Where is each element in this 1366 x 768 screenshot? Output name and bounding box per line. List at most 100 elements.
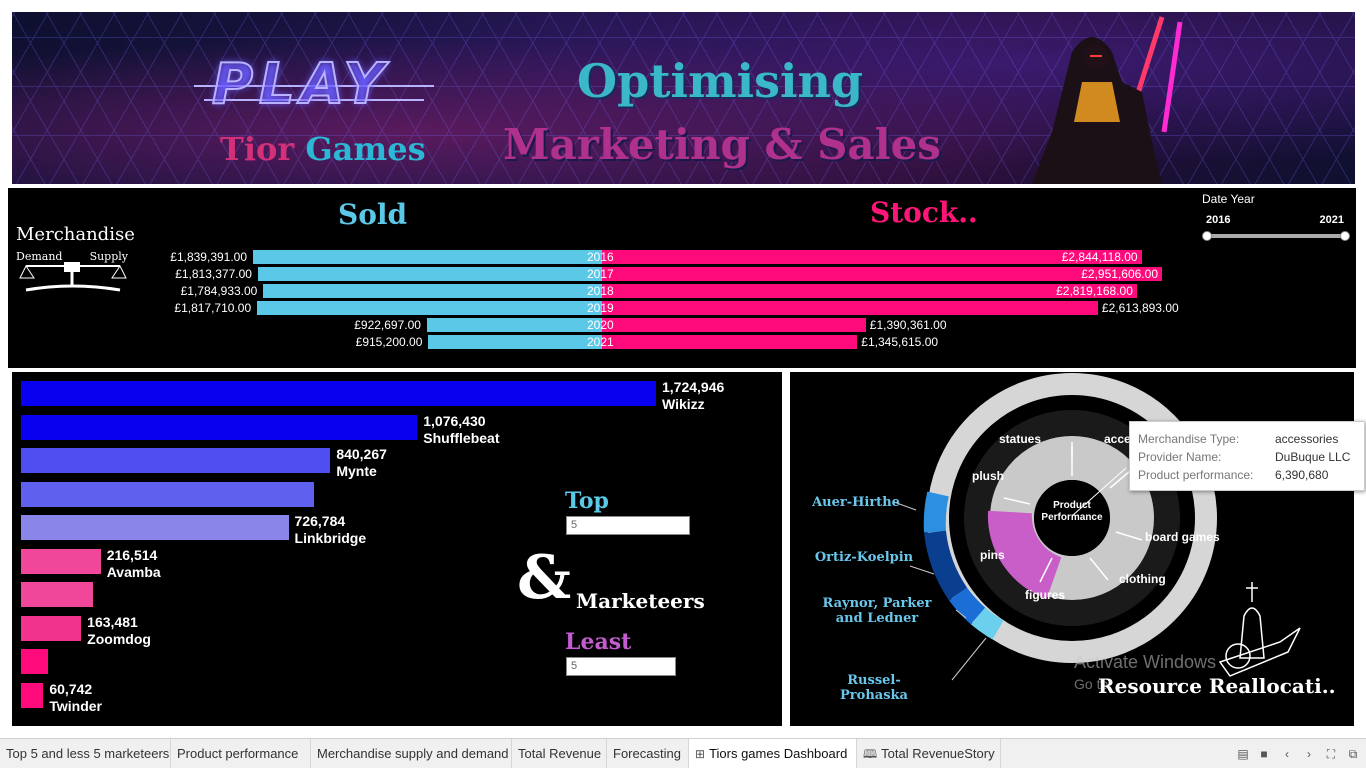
activate-windows-watermark: Activate Windows [1074, 652, 1217, 672]
sold-bar[interactable] [426, 318, 602, 332]
supply-label: Supply [89, 250, 128, 263]
category-clothing: clothing [1119, 572, 1166, 586]
year-label: 2021 [587, 335, 614, 349]
marketeer-bar[interactable] [21, 448, 331, 473]
stock-value-label: £1,345,615.00 [861, 335, 939, 349]
year-label: 2017 [587, 267, 614, 281]
marketeer-bar[interactable] [21, 481, 314, 507]
product-performance-panel: Product Performance statues acce plush b… [790, 372, 1354, 726]
previous-sheet-icon[interactable]: ‹ [1285, 747, 1289, 761]
stock-bar[interactable] [602, 335, 858, 349]
tab-forecasting[interactable]: Forecasting [607, 739, 689, 768]
sold-value-label: £1,813,377.00 [175, 267, 252, 281]
category-accessories: acce [1104, 432, 1131, 446]
logo-play: PLAY [211, 51, 391, 118]
sold-bar[interactable] [257, 301, 602, 315]
marketeer-value-label: 216,514 [106, 546, 158, 563]
donut-center-label: Product Performance [1041, 500, 1103, 523]
top-n-input[interactable]: 5 [566, 516, 690, 535]
tooltip: Merchandise Type: accessories Provider Na… [1129, 421, 1365, 491]
next-sheet-icon[interactable]: › [1307, 747, 1311, 761]
stock-header: Stock.. [870, 196, 978, 229]
year-label: 2016 [587, 250, 614, 264]
sold-bar[interactable] [263, 284, 602, 298]
provider-segment-auer-hirthe[interactable] [923, 491, 949, 533]
stock-bar[interactable] [602, 250, 1142, 264]
sheet-tabs-bar: Top 5 and less 5 marketeers Product perf… [0, 738, 1366, 768]
provider-segment-raynor[interactable] [949, 587, 986, 625]
date-year-slider[interactable] [1202, 231, 1350, 241]
marketeer-bar[interactable] [21, 515, 289, 540]
stock-bar[interactable] [602, 318, 866, 332]
marketeer-bar[interactable] [21, 414, 418, 440]
presentation-mode-icon[interactable]: ⛶ [1326, 747, 1336, 761]
stock-bar[interactable] [602, 267, 1162, 281]
marketeer-bar[interactable] [21, 649, 49, 674]
tooltip-value: accessories [1275, 432, 1339, 446]
chess-pieces-icon [1218, 582, 1301, 677]
marketeer-bar[interactable] [21, 615, 82, 641]
provider-leader-lines [893, 501, 987, 681]
sold-bar[interactable] [253, 250, 602, 264]
marketeer-value-label: 163,481 [87, 613, 138, 630]
sold-bar[interactable] [428, 335, 602, 349]
stock-bar[interactable] [602, 284, 1137, 298]
marketeer-bar[interactable] [21, 381, 656, 406]
stock-value-label: £1,390,361.00 [869, 318, 947, 332]
activate-windows-subtext: Go to [1074, 676, 1109, 692]
tab-merchandise-supply-demand[interactable]: Merchandise supply and demand [311, 739, 512, 768]
provider-segment-ortiz-koelpin[interactable] [924, 530, 968, 601]
marketeer-name-label: Wikizz [662, 396, 705, 412]
marketeer-name-label: Linkbridge [294, 530, 367, 546]
logo-tior: Tior [220, 130, 295, 168]
provider-raynor-parker-ledner: Raynor, Parker and Ledner [822, 596, 932, 626]
least-n-input[interactable]: 5 [566, 657, 676, 676]
marketeer-bar[interactable] [21, 582, 93, 607]
marketeers-label: Marketeers [576, 589, 705, 613]
marketeer-name-label: Avamba [106, 563, 161, 580]
sold-header: Sold [338, 198, 408, 231]
sold-bar[interactable] [257, 267, 602, 281]
stock-value-label: £2,819,168.00 [1056, 284, 1133, 298]
resource-reallocation-label: Resource Reallocati.. [1098, 674, 1336, 698]
date-year-max: 2021 [1319, 214, 1344, 226]
story-book-icon: 🕮 [863, 747, 878, 761]
marketeer-name-label: Zoomdog [87, 630, 151, 647]
ampersand: & [517, 543, 572, 613]
tab-label: Total RevenueStory [881, 746, 995, 761]
slider-thumb-max[interactable] [1340, 231, 1350, 241]
marketeer-name-label: Shufflebeat [423, 429, 500, 446]
tab-product-performance[interactable]: Product performance [171, 739, 311, 768]
provider-segment-russel-prohaska[interactable] [970, 607, 1004, 640]
tab-tiors-games-dashboard[interactable]: ⊞ Tiors games Dashboard [689, 739, 857, 768]
category-statues: statues [999, 432, 1042, 446]
merch-row: £1,813,377.00 £2,951,606.00 2017 [8, 267, 1356, 281]
warrior-mascot-image [1032, 16, 1183, 184]
device-preview-icon[interactable]: ⧉ [1348, 747, 1358, 761]
slider-thumb-min[interactable] [1202, 231, 1212, 241]
tab-total-revenue[interactable]: Total Revenue [512, 739, 607, 768]
provider-auer-hirthe: Auer-Hirthe [812, 495, 900, 510]
marketeer-bar[interactable] [21, 548, 101, 574]
sold-value-label: £1,817,710.00 [174, 301, 252, 315]
tab-top5-less5-marketeers[interactable]: Top 5 and less 5 marketeers [0, 739, 171, 768]
category-pins: pins [980, 548, 1005, 562]
tooltip-row-performance: Product performance: 6,390,680 [1138, 466, 1356, 484]
marketeer-name-label: Twinder [49, 697, 102, 714]
marketeer-bar[interactable] [21, 682, 44, 708]
category-segment-pins[interactable] [987, 510, 1063, 599]
tab-total-revenue-story[interactable]: 🕮 Total RevenueStory [857, 739, 1001, 768]
show-filmstrip-icon[interactable]: ▤ [1237, 747, 1249, 761]
show-sheet-tabs-icon[interactable]: ■ [1260, 747, 1268, 761]
tooltip-key: Merchandise Type: [1138, 432, 1240, 446]
product-performance-donut [893, 373, 1301, 681]
sold-value-label: £1,839,391.00 [170, 250, 248, 264]
year-label: 2020 [587, 318, 614, 332]
balance-scale-icon [19, 262, 127, 292]
category-dividers [1003, 442, 1143, 583]
stock-bar[interactable] [602, 301, 1098, 315]
date-year-min: 2016 [1206, 214, 1231, 226]
marketeer-value-label: 60,742 [49, 680, 93, 697]
demand-label: Demand [16, 250, 63, 263]
